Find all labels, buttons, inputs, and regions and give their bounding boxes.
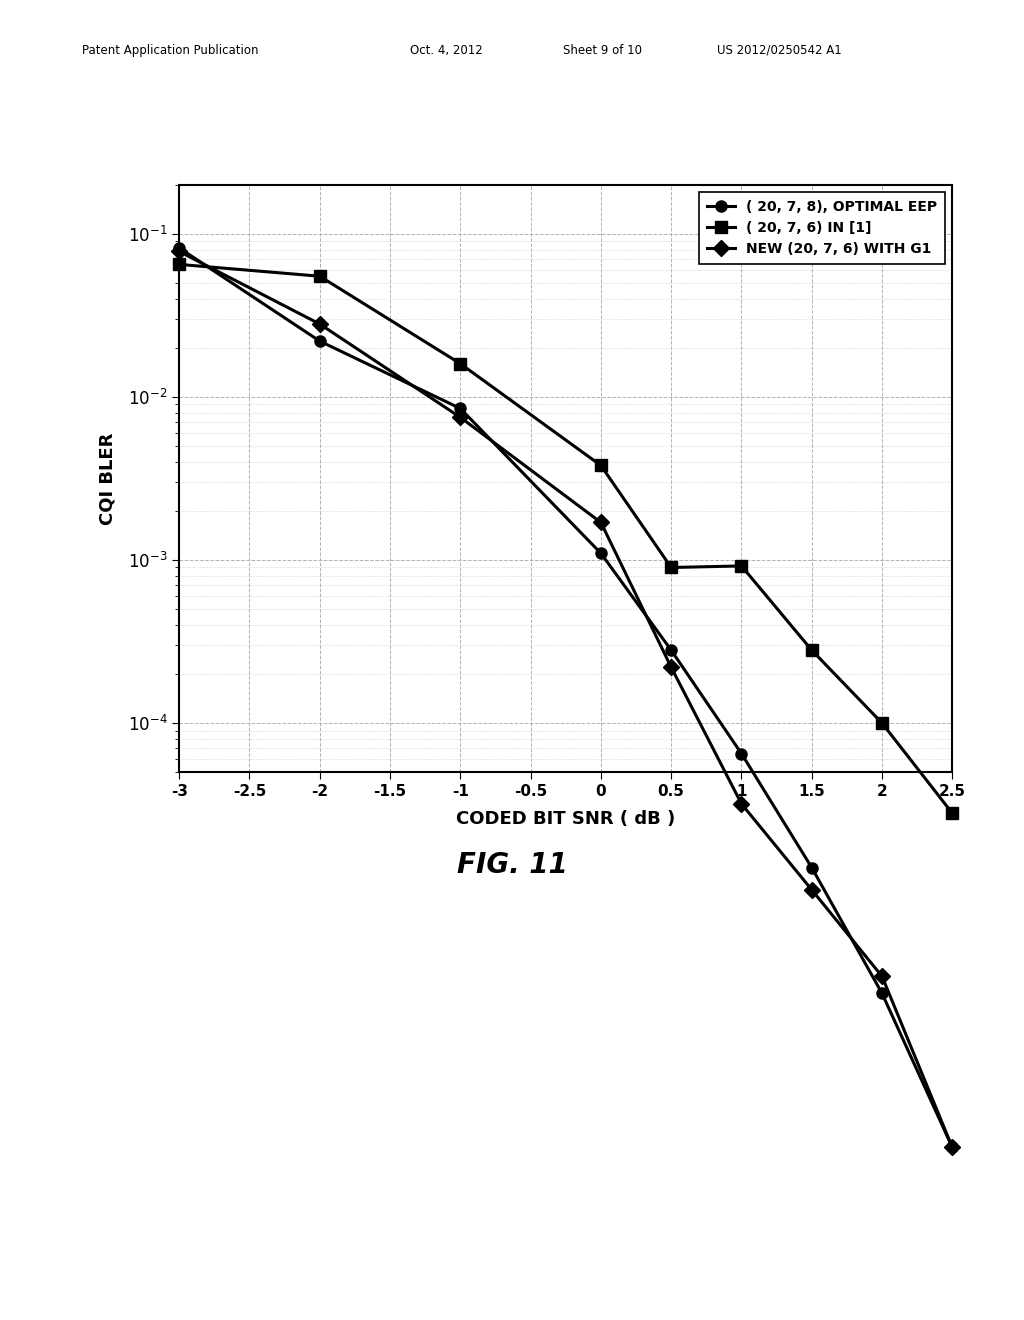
X-axis label: CODED BIT SNR ( dB ): CODED BIT SNR ( dB ) [456, 810, 676, 828]
( 20, 7, 8), OPTIMAL EEP [455, 400, 467, 416]
( 20, 7, 8), OPTIMAL EEP [735, 746, 748, 762]
( 20, 7, 8), OPTIMAL EEP [806, 859, 818, 875]
( 20, 7, 6) IN [1] [876, 715, 888, 731]
NEW (20, 7, 6) WITH G1 [455, 409, 467, 425]
( 20, 7, 6) IN [1] [806, 643, 818, 659]
( 20, 7, 8), OPTIMAL EEP [665, 643, 677, 659]
Line: NEW (20, 7, 6) WITH G1: NEW (20, 7, 6) WITH G1 [174, 246, 957, 1152]
( 20, 7, 8), OPTIMAL EEP [946, 1139, 958, 1155]
( 20, 7, 8), OPTIMAL EEP [876, 986, 888, 1002]
Y-axis label: CQI BLER: CQI BLER [98, 433, 117, 524]
NEW (20, 7, 6) WITH G1 [876, 969, 888, 985]
Text: Sheet 9 of 10: Sheet 9 of 10 [563, 44, 642, 57]
NEW (20, 7, 6) WITH G1 [806, 882, 818, 898]
( 20, 7, 6) IN [1] [665, 560, 677, 576]
Text: Oct. 4, 2012: Oct. 4, 2012 [410, 44, 482, 57]
( 20, 7, 6) IN [1] [595, 458, 607, 474]
Legend: ( 20, 7, 8), OPTIMAL EEP, ( 20, 7, 6) IN [1], NEW (20, 7, 6) WITH G1: ( 20, 7, 8), OPTIMAL EEP, ( 20, 7, 6) IN… [698, 191, 945, 264]
Text: FIG. 11: FIG. 11 [457, 851, 567, 879]
( 20, 7, 6) IN [1] [735, 558, 748, 574]
( 20, 7, 6) IN [1] [313, 268, 326, 284]
NEW (20, 7, 6) WITH G1 [173, 244, 185, 260]
Line: ( 20, 7, 6) IN [1]: ( 20, 7, 6) IN [1] [174, 259, 957, 818]
NEW (20, 7, 6) WITH G1 [665, 660, 677, 676]
NEW (20, 7, 6) WITH G1 [313, 315, 326, 331]
NEW (20, 7, 6) WITH G1 [595, 515, 607, 531]
NEW (20, 7, 6) WITH G1 [735, 796, 748, 812]
NEW (20, 7, 6) WITH G1 [946, 1139, 958, 1155]
Line: ( 20, 7, 8), OPTIMAL EEP: ( 20, 7, 8), OPTIMAL EEP [174, 243, 957, 1152]
Text: US 2012/0250542 A1: US 2012/0250542 A1 [717, 44, 842, 57]
Text: Patent Application Publication: Patent Application Publication [82, 44, 258, 57]
( 20, 7, 6) IN [1] [455, 356, 467, 372]
( 20, 7, 6) IN [1] [173, 256, 185, 272]
( 20, 7, 8), OPTIMAL EEP [173, 240, 185, 256]
( 20, 7, 6) IN [1] [946, 805, 958, 821]
( 20, 7, 8), OPTIMAL EEP [595, 545, 607, 561]
( 20, 7, 8), OPTIMAL EEP [313, 333, 326, 348]
